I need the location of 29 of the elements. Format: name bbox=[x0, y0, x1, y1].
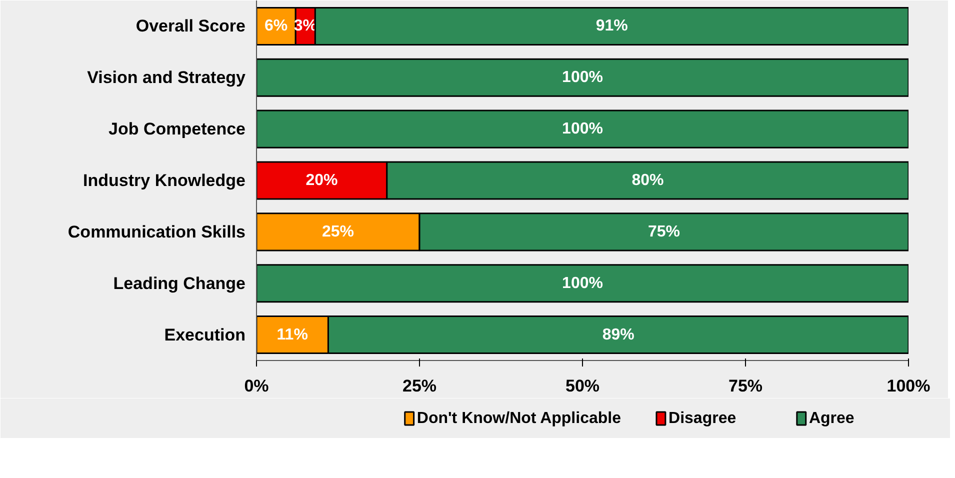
data-label: 11% bbox=[276, 326, 308, 344]
y-tick-label: Execution bbox=[164, 325, 246, 344]
y-tick-label: Leading Change bbox=[113, 274, 246, 293]
bar bbox=[256, 264, 908, 303]
y-tick-label: Job Competence bbox=[108, 120, 246, 139]
data-label: 100% bbox=[562, 69, 603, 86]
x-tick-label: 0% bbox=[244, 376, 269, 396]
data-label: 91% bbox=[596, 18, 628, 35]
data-label: 75% bbox=[648, 223, 680, 240]
y-tick-label: Overall Score bbox=[136, 16, 246, 36]
data-label: 80% bbox=[632, 172, 664, 189]
data-label: 89% bbox=[602, 326, 634, 344]
legend-label: Agree bbox=[808, 410, 854, 427]
bar bbox=[256, 110, 908, 148]
x-tick-label: 100% bbox=[886, 376, 930, 396]
data-label: 100% bbox=[562, 274, 603, 292]
x-tick-label: 25% bbox=[402, 376, 437, 396]
y-tick-label: Vision and Strategy bbox=[87, 68, 246, 88]
bar bbox=[256, 58, 908, 97]
x-tick-label: 75% bbox=[728, 376, 763, 396]
legend-label: Disagree bbox=[668, 410, 736, 427]
data-label: 25% bbox=[322, 223, 354, 240]
data-label: 20% bbox=[306, 172, 338, 189]
y-tick-label: Communication Skills bbox=[68, 222, 246, 242]
x-tick-label: 50% bbox=[565, 376, 600, 396]
data-label: 100% bbox=[562, 120, 603, 138]
data-label: 6% bbox=[264, 18, 288, 35]
legend-label: Don't Know/Not Applicable bbox=[416, 410, 622, 427]
y-tick-label: Industry Knowledge bbox=[83, 171, 246, 190]
